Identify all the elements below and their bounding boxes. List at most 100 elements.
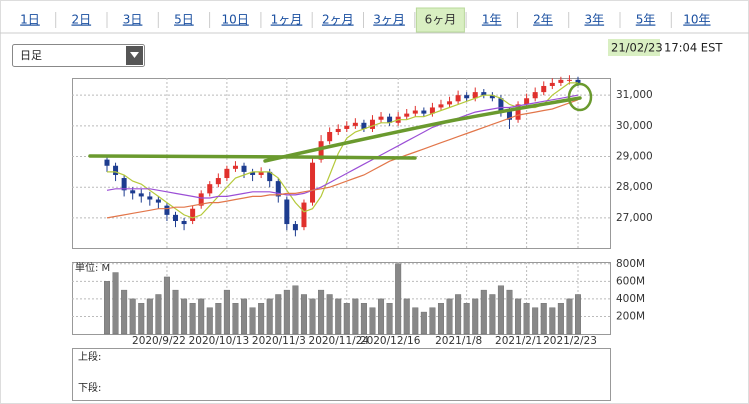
tab[interactable]: 3ヶ月	[373, 13, 405, 27]
candle-body	[447, 101, 453, 105]
candle-body	[130, 190, 136, 194]
volume-bar	[437, 303, 444, 335]
volume-bar	[189, 303, 196, 335]
candle-body	[498, 98, 504, 111]
candle-body	[173, 214, 179, 221]
volume-bar	[223, 289, 230, 335]
y-tick-label: 600M	[616, 275, 645, 287]
tab[interactable]: 2年	[533, 13, 553, 27]
dropdown-label[interactable]: 日足	[20, 49, 42, 62]
candle-body	[190, 208, 196, 221]
timestamp-time: 17:04 EST	[664, 41, 723, 55]
volume-bar	[198, 298, 205, 335]
y-tick-label: 200M	[616, 310, 645, 322]
volume-bar	[386, 303, 393, 335]
x-tick-label: 2020/11/24	[309, 335, 370, 347]
volume-bar	[412, 307, 419, 335]
volume-bar	[300, 294, 307, 335]
hand-drawn-trend-line	[263, 96, 582, 163]
tab[interactable]: 1年	[482, 13, 502, 27]
volume-bar	[540, 303, 547, 335]
volume-bar	[241, 298, 248, 335]
y-tick-label: 29,000	[616, 151, 653, 163]
candle-body	[464, 95, 470, 99]
candle-body	[404, 113, 410, 117]
volume-bar	[523, 303, 530, 335]
candle-body	[532, 92, 538, 99]
volume-bar	[395, 263, 402, 335]
volume-bar	[249, 307, 256, 335]
volume-bar	[163, 276, 170, 335]
tab[interactable]: 1ヶ月	[271, 13, 303, 27]
x-tick-label: 2020/12/16	[360, 335, 421, 347]
dropdown[interactable]	[12, 44, 145, 67]
candle-body	[549, 82, 555, 86]
candle-body	[241, 165, 247, 172]
candle-body	[301, 202, 307, 228]
volume-bar	[266, 298, 273, 335]
candle-body	[515, 104, 521, 120]
volume-bar	[215, 303, 222, 335]
candle-body	[113, 165, 119, 175]
tab[interactable]: 3年	[584, 13, 604, 27]
volume-bar	[455, 294, 462, 335]
volume-bar	[258, 303, 265, 335]
candle-body	[292, 224, 298, 231]
legend-upper-label: 上段:	[78, 350, 101, 363]
x-tick-label: 2020/11/3	[252, 335, 306, 347]
dropdown-arrow	[130, 52, 139, 58]
candle-body	[558, 79, 564, 83]
candle-body	[310, 162, 316, 203]
candle-body	[361, 122, 367, 129]
candle-body	[412, 110, 418, 114]
candle-body	[438, 104, 444, 108]
volume-bar	[575, 294, 582, 335]
candle-body	[541, 85, 547, 93]
candle-body	[207, 184, 213, 194]
volume-bar	[283, 289, 290, 335]
tab[interactable]: 6ヶ月	[425, 13, 457, 27]
candle-body	[387, 116, 393, 123]
tab[interactable]: 1日	[20, 13, 40, 27]
tab[interactable]: 3日	[123, 13, 143, 27]
candle-body	[258, 171, 264, 175]
moving-average-line	[106, 99, 579, 219]
x-tick-label: 2021/2/1	[495, 335, 542, 347]
tab[interactable]: 5年	[636, 13, 656, 27]
hand-drawn-circle	[567, 82, 593, 112]
volume-bar	[403, 298, 410, 335]
x-tick-label: 2020/9/22	[132, 335, 186, 347]
x-tick-label: 2020/10/13	[189, 335, 250, 347]
volume-bar	[121, 289, 128, 335]
timestamp-date: 21/02/23	[611, 41, 663, 55]
volume-bar	[138, 303, 145, 335]
volume-bar	[489, 294, 496, 335]
volume-bar	[275, 294, 282, 335]
volume-bar	[172, 289, 179, 335]
tab[interactable]: 2日	[71, 13, 91, 27]
y-tick-label: 31,000	[616, 89, 653, 101]
volume-bar	[515, 298, 522, 335]
candle-body	[267, 171, 273, 182]
volume-bar	[129, 298, 136, 335]
volume-bar	[420, 311, 427, 335]
candle-body	[429, 107, 435, 114]
volume-bar	[335, 298, 342, 335]
volume-bar	[146, 298, 153, 335]
tab[interactable]: 10年	[683, 13, 710, 27]
volume-bar	[429, 307, 436, 335]
candle-body	[215, 178, 221, 185]
candle-body	[335, 128, 341, 133]
candle-body	[472, 92, 478, 99]
tab[interactable]: 2ヶ月	[322, 13, 354, 27]
volume-bar	[446, 298, 453, 335]
tab[interactable]: 10日	[222, 13, 249, 27]
candle-body	[378, 116, 384, 120]
candle-body	[352, 122, 358, 126]
volume-bar	[309, 298, 316, 335]
x-tick-label: 2021/2/23	[543, 335, 597, 347]
legend-lower-label: 下段:	[78, 381, 101, 394]
y-tick-label: 28,000	[616, 181, 653, 193]
tab[interactable]: 5日	[174, 13, 194, 27]
candle-body	[369, 119, 375, 129]
